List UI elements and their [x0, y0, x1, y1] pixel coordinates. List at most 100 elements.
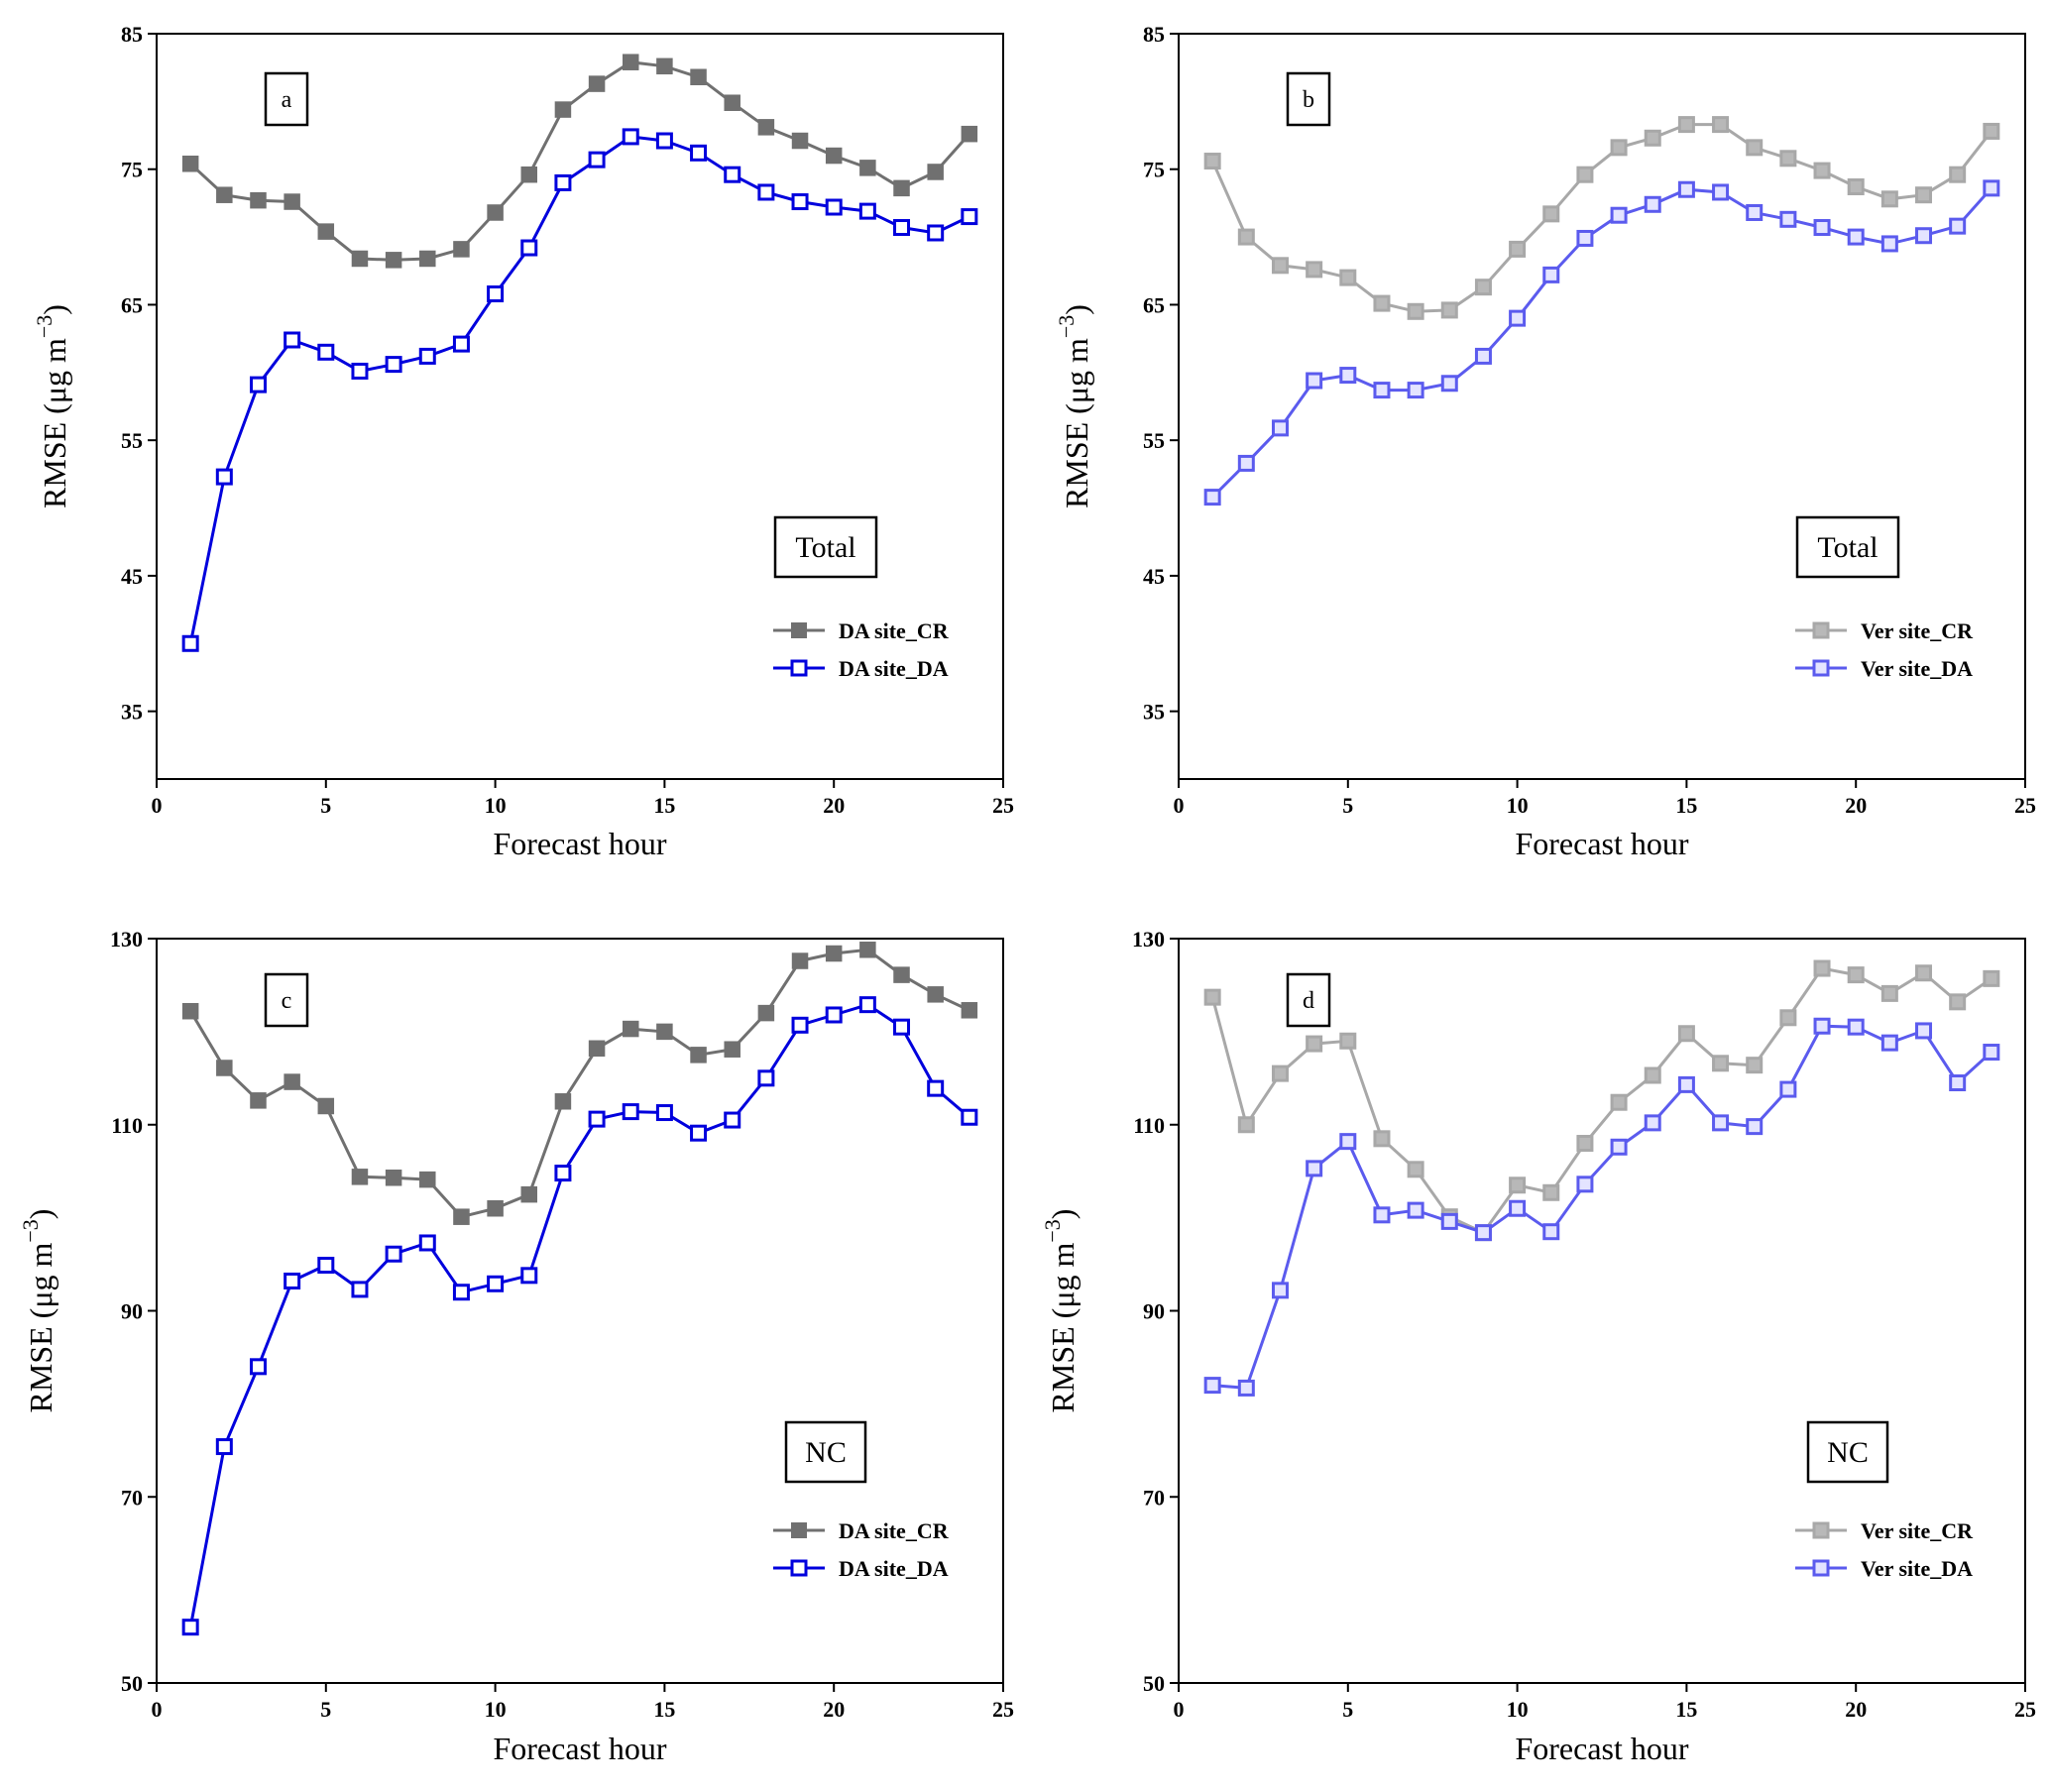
x-tick-label: 25	[2014, 1697, 2036, 1722]
data-point	[1880, 235, 1898, 253]
data-point	[1509, 240, 1527, 258]
data-point	[520, 239, 538, 257]
data-point	[1509, 309, 1527, 327]
y-axis-label-main: RMSE (μg m	[1045, 1243, 1081, 1413]
data-point	[961, 208, 978, 226]
data-point	[351, 1281, 369, 1298]
data-point	[1746, 1057, 1764, 1074]
x-tick-label: 20	[823, 793, 845, 818]
x-axis-label: Forecast hour	[1515, 826, 1688, 861]
data-point	[927, 986, 944, 1003]
data-point	[893, 1018, 911, 1036]
legend-entry: DA site_CR	[773, 618, 950, 643]
x-tick-label: 15	[1675, 793, 1697, 818]
data-point	[1306, 1160, 1323, 1177]
series-da-site_cr	[181, 54, 978, 269]
data-point	[1474, 1224, 1492, 1242]
data-point	[757, 119, 775, 136]
data-point	[1237, 1116, 1255, 1134]
data-point	[418, 347, 436, 365]
data-point	[1474, 347, 1492, 365]
y-tick-label: 75	[121, 158, 143, 182]
x-tick-label: 10	[1507, 1697, 1529, 1722]
data-point	[181, 1619, 199, 1636]
y-tick-label: 70	[121, 1485, 143, 1510]
series-da-site_da	[181, 128, 978, 652]
data-point	[1542, 1183, 1560, 1201]
data-point	[453, 241, 470, 258]
x-tick-label: 0	[1174, 793, 1185, 818]
data-point	[1677, 1075, 1695, 1093]
data-point	[1306, 372, 1323, 390]
legend-label: Ver site_CR	[1861, 618, 1974, 643]
data-point	[588, 1040, 606, 1058]
legend-entry: Ver site_DA	[1795, 1556, 1973, 1581]
legend-label: Ver site_DA	[1861, 1556, 1973, 1581]
data-point	[1949, 993, 1967, 1011]
data-point	[520, 1267, 538, 1285]
x-tick-label: 0	[1174, 1697, 1185, 1722]
data-point	[1271, 257, 1289, 275]
data-point	[791, 952, 809, 969]
data-point	[1271, 1064, 1289, 1082]
y-tick-label: 65	[1143, 292, 1165, 317]
y-tick-label: 35	[121, 700, 143, 725]
data-point	[757, 1069, 775, 1087]
data-point	[1847, 178, 1865, 196]
data-point	[825, 945, 843, 962]
data-point	[1983, 969, 2000, 987]
data-point	[181, 156, 199, 172]
region-label-box	[1806, 1420, 1889, 1484]
data-point	[690, 1124, 708, 1142]
series-da-site_cr	[181, 942, 978, 1225]
data-point	[1407, 302, 1424, 320]
data-point	[825, 1006, 843, 1024]
x-tick-label: 5	[320, 793, 331, 818]
data-point	[385, 1245, 402, 1263]
data-point	[1677, 180, 1695, 198]
data-point	[893, 179, 910, 197]
data-point	[858, 202, 876, 220]
data-point	[1203, 153, 1221, 170]
y-axis-label-main: RMSE (μg m	[23, 1243, 58, 1413]
data-point	[1237, 228, 1255, 246]
data-point	[215, 1438, 233, 1456]
data-point	[284, 1272, 301, 1289]
data-point	[1779, 150, 1797, 168]
legend-entry: Ver site_CR	[1795, 618, 1974, 643]
panel-letter-box	[264, 71, 309, 127]
data-point	[1509, 1176, 1527, 1194]
x-tick-label: 15	[653, 1697, 675, 1722]
data-point	[1237, 1379, 1255, 1397]
data-point	[181, 634, 199, 652]
x-tick-label: 20	[1845, 793, 1867, 818]
data-point	[554, 1093, 572, 1110]
region-label: Total	[1817, 531, 1878, 564]
data-point	[1407, 1201, 1424, 1219]
data-point	[418, 1234, 436, 1252]
y-axis-label: RMSE (μg m−3)	[1054, 304, 1094, 508]
y-axis-label-superscript: −3	[1054, 315, 1079, 338]
x-tick-label: 25	[992, 1697, 1014, 1722]
data-point	[1542, 1223, 1560, 1241]
x-tick-label: 25	[2014, 793, 2036, 818]
panel-b: 0 5 10 15 20 25 35 45 55 65 75 85 Forecast hour RMSE …	[1054, 22, 2036, 861]
data-point	[1949, 217, 1967, 235]
data-point	[588, 1110, 606, 1128]
data-point	[1746, 1118, 1764, 1136]
legend-marker	[791, 1522, 807, 1538]
region-label-box	[773, 515, 878, 579]
y-tick-label: 110	[1133, 1113, 1165, 1138]
legend-marker	[1812, 1559, 1830, 1577]
y-tick-label: 85	[121, 22, 143, 47]
data-point	[1440, 1212, 1458, 1230]
y-axis-label-close: )	[1059, 304, 1094, 315]
data-point	[452, 335, 470, 353]
y-axis-label: RMSE (μg m−3)	[18, 1209, 58, 1413]
x-tick-label: 15	[1675, 1697, 1697, 1722]
y-tick-label: 55	[121, 428, 143, 453]
legend-entry: Ver site_CR	[1795, 1518, 1974, 1543]
data-point	[859, 942, 876, 958]
data-point	[487, 204, 504, 221]
